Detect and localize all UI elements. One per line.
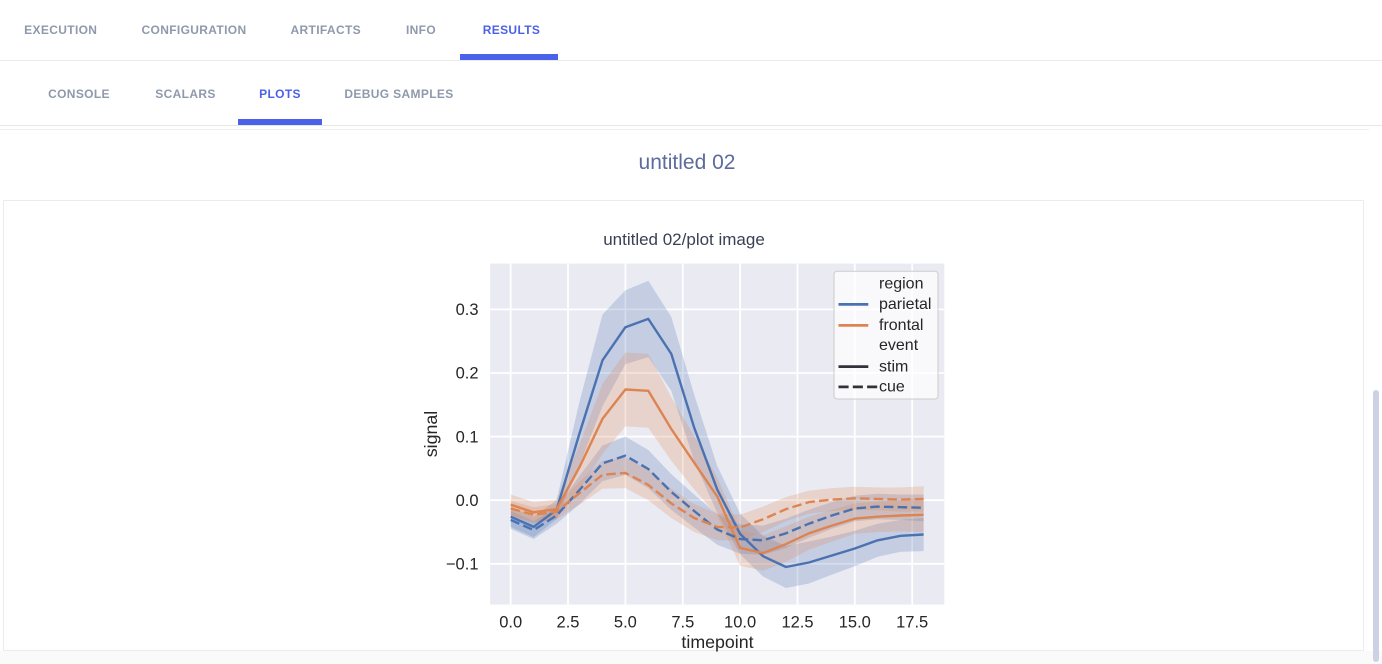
svg-text:12.5: 12.5: [781, 614, 813, 632]
svg-text:0.2: 0.2: [456, 365, 479, 383]
svg-text:10.0: 10.0: [724, 614, 756, 632]
svg-text:0.0: 0.0: [499, 614, 522, 632]
svg-text:0.3: 0.3: [456, 301, 479, 319]
svg-text:7.5: 7.5: [671, 614, 694, 632]
svg-text:timepoint: timepoint: [681, 632, 753, 652]
svg-text:stim: stim: [879, 358, 908, 375]
svg-text:frontal: frontal: [879, 317, 923, 334]
svg-text:parietal: parietal: [879, 296, 931, 313]
svg-text:region: region: [879, 275, 923, 292]
svg-text:0.0: 0.0: [456, 492, 479, 510]
svg-text:5.0: 5.0: [614, 614, 637, 632]
svg-text:−0.1: −0.1: [446, 556, 479, 574]
svg-text:cue: cue: [879, 379, 905, 396]
svg-text:15.0: 15.0: [839, 614, 871, 632]
svg-text:event: event: [879, 337, 919, 354]
svg-text:0.1: 0.1: [456, 428, 479, 446]
svg-text:2.5: 2.5: [557, 614, 580, 632]
svg-text:17.5: 17.5: [896, 614, 928, 632]
svg-text:signal: signal: [421, 411, 441, 457]
